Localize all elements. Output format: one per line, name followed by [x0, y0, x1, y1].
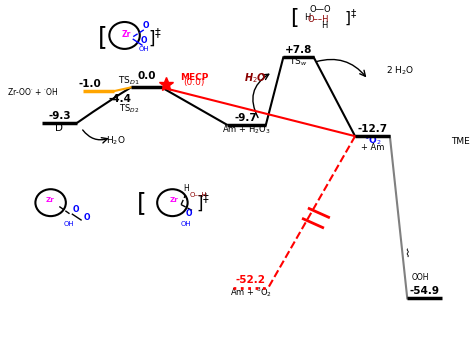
- Text: ]$^‡$: ]$^‡$: [196, 192, 210, 214]
- Text: H: H: [304, 13, 310, 22]
- Text: OH: OH: [181, 221, 191, 227]
- Text: TS$_w$: TS$_w$: [289, 55, 308, 68]
- Text: OOH: OOH: [411, 273, 429, 282]
- Text: H: H: [321, 21, 328, 30]
- Text: O: O: [141, 36, 147, 45]
- Text: TS$_{D2}$: TS$_{D2}$: [119, 102, 139, 115]
- Text: Zr-OO$^·$ + $^·$OH: Zr-OO$^·$ + $^·$OH: [7, 86, 58, 97]
- Text: +7.8: +7.8: [285, 45, 312, 55]
- Text: 2 H$_2$O: 2 H$_2$O: [385, 65, 414, 78]
- Text: O: O: [185, 209, 192, 218]
- Text: [: [: [98, 26, 108, 49]
- Text: Am + $^3$O$_2$: Am + $^3$O$_2$: [229, 285, 272, 299]
- Text: -9.3: -9.3: [48, 111, 71, 121]
- Text: O––H: O––H: [190, 192, 208, 198]
- Text: [: [: [290, 8, 299, 28]
- Text: -54.9: -54.9: [410, 286, 440, 296]
- Text: Am + H$_2$O$_3$: Am + H$_2$O$_3$: [222, 123, 271, 136]
- Text: -1.0: -1.0: [78, 79, 101, 89]
- Text: -12.7: -12.7: [357, 123, 388, 134]
- Text: 0.0: 0.0: [137, 71, 155, 81]
- Text: -52.2: -52.2: [236, 275, 266, 285]
- Text: ]$^‡$: ]$^‡$: [148, 27, 162, 48]
- Text: ⌇: ⌇: [405, 249, 410, 258]
- Text: MECP: MECP: [180, 73, 209, 82]
- Text: [: [: [137, 191, 147, 215]
- Text: Zr: Zr: [122, 30, 131, 39]
- Text: Zr: Zr: [169, 197, 178, 203]
- Text: D: D: [55, 123, 64, 133]
- Text: -9.7: -9.7: [235, 113, 258, 123]
- Text: ]$^‡$: ]$^‡$: [344, 8, 357, 28]
- Text: H$_2$O: H$_2$O: [244, 72, 266, 85]
- Text: O: O: [143, 21, 150, 30]
- Text: H: H: [183, 184, 189, 193]
- Text: O: O: [73, 205, 79, 214]
- Text: OH: OH: [64, 221, 74, 227]
- Text: Zr: Zr: [46, 197, 54, 203]
- Text: TME: TME: [451, 137, 470, 146]
- Text: O––H: O––H: [307, 15, 329, 24]
- Text: -4.4: -4.4: [109, 94, 132, 104]
- Text: H$_2$O: H$_2$O: [106, 134, 126, 147]
- Text: (0.0): (0.0): [183, 79, 205, 87]
- Text: TS$_{D1}$: TS$_{D1}$: [118, 74, 140, 87]
- Text: + Am: + Am: [361, 142, 384, 152]
- Text: O—O: O—O: [310, 5, 331, 14]
- Text: OH: OH: [139, 46, 149, 52]
- Text: $^1$O$_2$: $^1$O$_2$: [364, 134, 381, 147]
- Text: O: O: [83, 213, 90, 222]
